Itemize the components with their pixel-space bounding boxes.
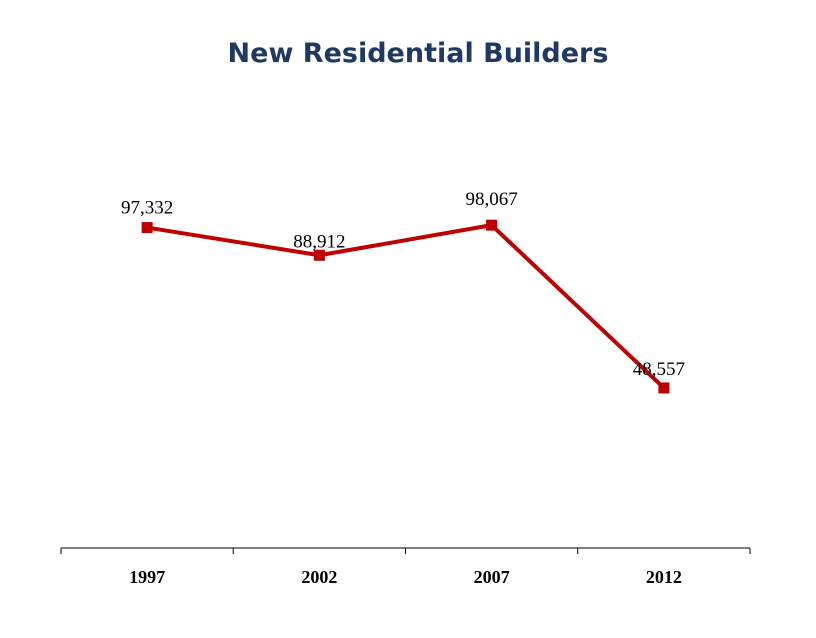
data-label-layer: 97,332 88,912 98,067 48,557 bbox=[121, 189, 685, 380]
data-label: 48,557 bbox=[633, 359, 685, 380]
data-label: 97,332 bbox=[121, 198, 173, 219]
x-axis: 1997 2002 2007 2012 bbox=[60, 547, 751, 587]
data-point-marker bbox=[141, 222, 153, 234]
chart-title: New Residential Builders bbox=[227, 38, 609, 69]
x-tick-label: 1997 bbox=[129, 567, 165, 587]
data-point-marker bbox=[658, 382, 670, 394]
series-layer bbox=[141, 219, 670, 394]
data-label: 98,067 bbox=[466, 189, 518, 210]
data-point-marker bbox=[313, 249, 325, 261]
x-tick-label: 2007 bbox=[474, 567, 510, 587]
series-line bbox=[146, 223, 666, 390]
data-label: 88,912 bbox=[293, 231, 345, 252]
x-tick-label: 2012 bbox=[646, 567, 682, 587]
x-tick-label: 2002 bbox=[301, 567, 337, 587]
data-point-marker bbox=[486, 219, 498, 231]
